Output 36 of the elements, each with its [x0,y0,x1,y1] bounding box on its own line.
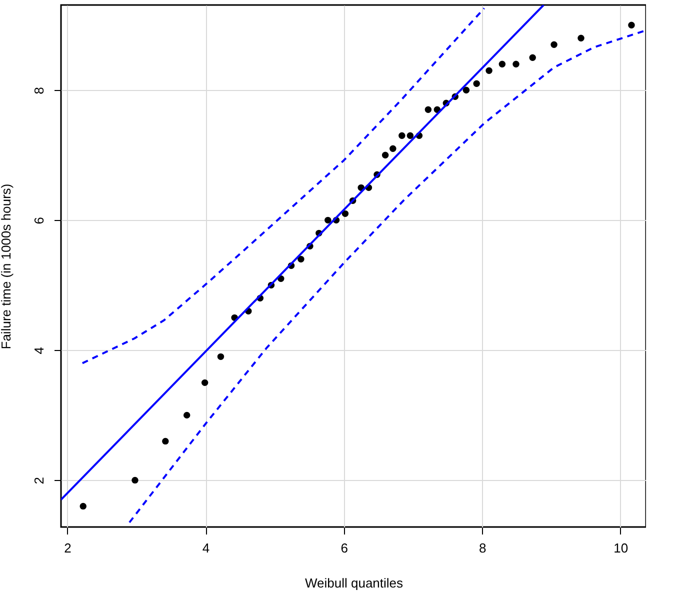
line-series [128,29,646,524]
point [398,132,406,140]
point [462,86,470,94]
point [424,106,432,114]
point [550,41,558,48]
point [324,216,332,224]
point [390,145,396,152]
point [217,353,224,360]
line-series [81,7,486,364]
x-tick-label: 10 [614,540,628,556]
point [406,132,414,140]
point [486,67,492,74]
point [80,502,86,510]
point [578,34,584,42]
point [132,476,138,484]
point [201,379,208,386]
point [382,152,389,159]
y-tick-label: 6 [32,217,46,224]
y-tick-label: 2 [32,477,46,484]
y-tick-label: 4 [32,347,46,354]
x-axis-title: Weibull quantiles [304,576,404,590]
x-tick-label: 4 [202,540,210,556]
point [342,210,349,218]
y-axis-title: Failure time (in 1000s hours) [0,184,14,350]
point [628,22,635,28]
point [298,256,304,263]
x-tick-label: 6 [340,540,348,556]
point [512,60,520,68]
x-tick-label: 8 [479,540,486,556]
point [473,80,480,88]
point [498,60,506,68]
point [162,438,169,445]
y-tick-label: 8 [32,87,46,94]
point [529,54,536,61]
x-tick-label: 2 [64,540,72,556]
point [183,412,190,419]
